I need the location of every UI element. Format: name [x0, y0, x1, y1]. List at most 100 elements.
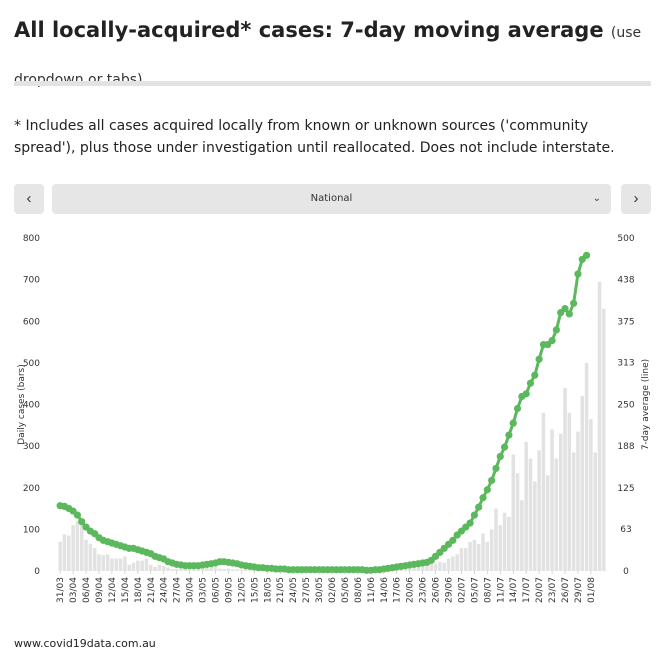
average-point-118 — [565, 310, 573, 318]
chart-title: All locally-acquired* cases: 7-day movin… — [14, 8, 644, 102]
bar-27 — [174, 568, 179, 571]
bar-113 — [545, 475, 550, 571]
average-point-91 — [449, 536, 457, 544]
bar-42 — [239, 569, 244, 571]
bar-101 — [494, 508, 498, 571]
x-tick-label-38: 23/07 — [548, 577, 558, 603]
bar-97 — [476, 543, 481, 571]
x-tick-label-21: 02/06 — [328, 577, 338, 603]
y2-tick-label-6: 375 — [617, 317, 634, 327]
average-point-101 — [492, 464, 500, 473]
title-divider — [14, 81, 651, 86]
bar-40 — [230, 569, 235, 571]
bar-122 — [584, 362, 589, 571]
bar-116 — [558, 433, 563, 571]
chart-title-main: All locally-acquired* cases: 7-day movin… — [14, 18, 604, 42]
bar-89 — [442, 562, 446, 571]
y-tick-label-3: 300 — [23, 442, 40, 452]
bar-35 — [209, 566, 213, 571]
average-point-96 — [470, 511, 478, 519]
bar-1 — [62, 534, 67, 571]
bar-85 — [425, 564, 429, 571]
x-tick-label-17: 21/05 — [276, 577, 286, 603]
bar-120 — [576, 431, 580, 571]
x-tick-label-16: 18/05 — [263, 577, 273, 603]
y-tick-label-8: 800 — [23, 234, 40, 244]
bar-39 — [226, 568, 231, 571]
bar-11 — [105, 554, 110, 571]
x-tick-label-6: 18/04 — [134, 577, 144, 603]
bar-23 — [157, 564, 162, 571]
average-point-120 — [574, 270, 582, 278]
bar-84 — [420, 566, 425, 571]
average-point-5 — [78, 518, 86, 526]
x-tick-label-34: 11/07 — [496, 577, 506, 603]
bar-112 — [541, 412, 546, 571]
y-tick-label-2: 200 — [23, 484, 40, 494]
bar-92 — [455, 554, 459, 571]
bar-9 — [97, 554, 101, 571]
y-tick-label-0: 0 — [34, 567, 40, 577]
bar-17 — [131, 562, 136, 571]
average-point-4 — [73, 511, 82, 519]
bar-30 — [187, 568, 192, 571]
x-tick-label-24: 11/06 — [367, 577, 377, 603]
bar-28 — [179, 568, 183, 571]
bar-94 — [464, 548, 468, 571]
bar-25 — [166, 567, 170, 571]
y-tick-label-4: 400 — [23, 401, 40, 411]
x-tick-label-20: 30/05 — [315, 577, 325, 603]
bar-2 — [67, 535, 71, 571]
bar-93 — [459, 548, 464, 571]
bar-43 — [243, 568, 248, 571]
x-tick-label-15: 15/05 — [250, 577, 260, 603]
x-tick-label-7: 21/04 — [147, 577, 157, 603]
bar-5 — [79, 525, 84, 571]
bar-21 — [149, 564, 153, 571]
bar-18 — [136, 560, 140, 571]
x-tick-label-0: 31/03 — [56, 577, 66, 603]
prev-region-button[interactable]: ‹ — [14, 184, 44, 214]
average-point-117 — [561, 304, 569, 313]
average-point-104 — [505, 431, 513, 439]
x-tick-label-23: 08/06 — [354, 577, 364, 603]
x-tick-label-36: 17/07 — [522, 577, 532, 603]
source-credit: www.covid19data.com.au — [14, 637, 156, 650]
next-region-button[interactable]: › — [621, 184, 651, 214]
x-tick-label-19: 27/05 — [302, 577, 312, 603]
bar-12 — [110, 558, 114, 571]
footnote-text: * Includes all cases acquired locally fr… — [14, 118, 615, 156]
bar-119 — [571, 452, 576, 571]
bar-41 — [235, 569, 239, 571]
x-tick-label-22: 05/06 — [341, 577, 351, 603]
bar-13 — [114, 558, 119, 571]
y2-axis-title: 7-day average (line) — [641, 359, 651, 450]
average-point-98 — [479, 494, 487, 502]
x-tick-label-1: 03/04 — [69, 577, 79, 603]
average-point-105 — [509, 419, 517, 427]
average-point-110 — [531, 371, 539, 379]
bar-107 — [520, 500, 524, 571]
y2-tick-label-3: 188 — [617, 442, 634, 452]
region-dropdown[interactable]: National ⌄ — [52, 184, 611, 214]
bar-117 — [563, 387, 567, 571]
bar-105 — [511, 454, 515, 571]
bar-103 — [502, 512, 507, 571]
average-point-97 — [475, 503, 483, 511]
x-tick-label-12: 06/05 — [211, 577, 221, 603]
bar-83 — [416, 566, 421, 571]
bar-87 — [433, 563, 438, 571]
x-tick-label-9: 27/04 — [173, 577, 183, 603]
y2-tick-label-7: 438 — [617, 275, 634, 285]
bar-7 — [88, 543, 93, 571]
average-point-115 — [552, 326, 560, 334]
average-point-122 — [582, 251, 591, 259]
y2-tick-label-1: 63 — [620, 525, 631, 535]
bar-115 — [554, 458, 559, 571]
bar-19 — [140, 560, 144, 571]
bar-88 — [438, 561, 442, 571]
y-tick-label-6: 600 — [23, 317, 40, 327]
bar-118 — [567, 412, 572, 571]
x-tick-label-2: 06/04 — [82, 577, 92, 603]
bar-6 — [84, 539, 88, 571]
